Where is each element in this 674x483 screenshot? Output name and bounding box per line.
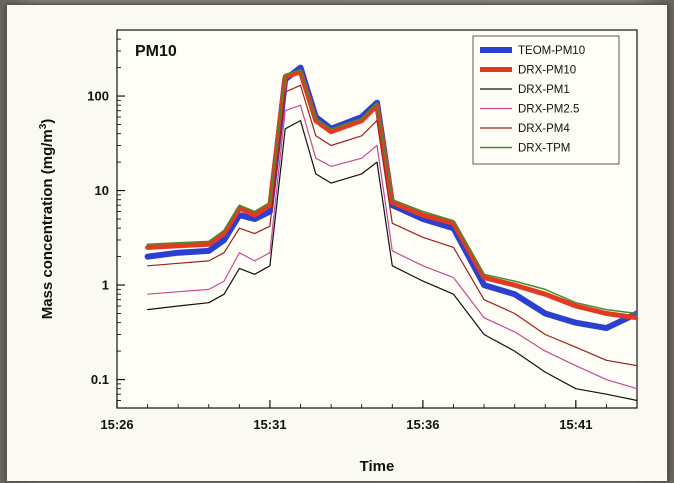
legend-entry: DRX-PM2.5 — [518, 104, 579, 116]
y-axis-title-close: ) — [39, 119, 56, 124]
y-tick-label: 100 — [87, 89, 109, 104]
legend-box — [472, 35, 620, 165]
y-tick-label: 1 — [102, 278, 109, 293]
series-lines — [144, 64, 637, 402]
y-tick-label: 0.1 — [91, 372, 109, 387]
legend: TEOM-PM10 DRX-PM10 DRX-PM1 DRX-PM2.5 DRX-PM4… — [472, 35, 620, 165]
legend-entry: DRX-PM10 — [518, 65, 576, 77]
x-axis: 15:26 15:31 15:36 15:41 — [100, 400, 638, 432]
y-axis: 0.1 1 10 100 — [87, 38, 125, 401]
series-line-drx-pm2-5 — [147, 104, 637, 390]
legend-entry: TEOM-PM10 — [518, 45, 585, 57]
y-axis-title: Mass concentration (mg/m3) — [38, 119, 56, 320]
x-tick-label: 15:31 — [253, 417, 286, 432]
legend-entry: DRX-TPM — [518, 143, 570, 155]
x-axis-title: Time — [360, 458, 395, 475]
x-tick-label: 15:36 — [406, 417, 439, 432]
legend-entry: DRX-PM4 — [518, 123, 570, 135]
y-tick-label: 10 — [95, 183, 109, 198]
y-axis-title-superscript: 3 — [38, 123, 49, 129]
series-line-drx-pm1 — [147, 120, 637, 402]
series-line-drx-pm4 — [147, 84, 637, 367]
x-tick-label: 15:26 — [100, 417, 133, 432]
series-line-drx-pm10 — [145, 69, 637, 321]
x-tick-label: 15:41 — [559, 417, 592, 432]
y-axis-title-main: Mass concentration (mg/m — [39, 129, 56, 319]
legend-entry: DRX-PM1 — [518, 84, 570, 96]
chart-title: PM10 — [135, 43, 177, 60]
series-line-drx-tpm — [146, 68, 637, 315]
